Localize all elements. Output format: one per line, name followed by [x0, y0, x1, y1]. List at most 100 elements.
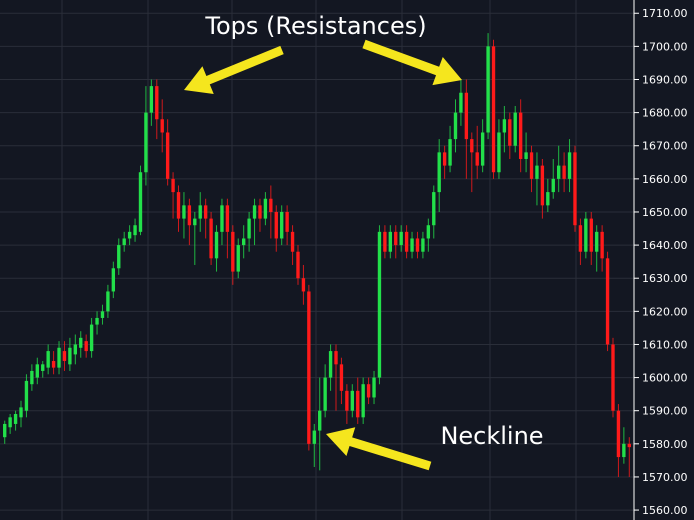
- candle-body: [394, 231, 398, 246]
- candle-body: [508, 119, 512, 146]
- candle-body: [95, 317, 99, 325]
- candle-body: [160, 119, 164, 133]
- y-tick-label: 1640.00: [642, 239, 688, 252]
- candle-body: [339, 364, 344, 391]
- arrow-left-top: [184, 45, 284, 95]
- y-tick-label: 1560.00: [642, 504, 688, 517]
- candle-body: [258, 205, 262, 219]
- candle-body: [535, 165, 539, 179]
- candle-body: [627, 443, 631, 448]
- candle-body: [171, 178, 175, 193]
- candle-body: [274, 211, 278, 239]
- candle-body: [529, 152, 534, 179]
- candle-body: [247, 218, 251, 239]
- candle-body: [502, 119, 507, 133]
- candle-body: [231, 231, 235, 272]
- candle-body: [578, 225, 583, 252]
- candle-body: [448, 139, 452, 166]
- candle-body: [491, 46, 496, 173]
- candle-body: [296, 251, 300, 279]
- candle-body: [68, 347, 72, 365]
- candle-body: [453, 112, 458, 140]
- candle-body: [605, 258, 610, 345]
- candle-body: [79, 337, 83, 348]
- candle-body: [236, 245, 240, 272]
- candle-body: [280, 211, 284, 239]
- candle-body: [209, 218, 213, 259]
- y-tick-label: 1600.00: [642, 372, 688, 385]
- arrow-right-top: [362, 39, 462, 86]
- candle-body: [214, 231, 219, 259]
- candle-body: [155, 86, 159, 120]
- candle-body: [442, 152, 447, 166]
- y-tick-label: 1650.00: [642, 206, 688, 219]
- candle-body: [263, 198, 268, 219]
- candle-body: [562, 165, 566, 179]
- candle-body: [301, 278, 306, 292]
- candle-body: [127, 231, 132, 239]
- candle-body: [470, 139, 474, 153]
- candle-body: [24, 380, 29, 411]
- grid-lines: [0, 0, 634, 520]
- candle-body: [518, 112, 523, 159]
- candle-body: [117, 245, 121, 269]
- candle-body: [133, 225, 137, 236]
- candle-body: [616, 410, 621, 458]
- candle-body: [611, 344, 615, 411]
- candle-body: [111, 268, 116, 292]
- candle-body: [269, 198, 273, 212]
- y-tick-label: 1700.00: [642, 40, 688, 53]
- candle-body: [345, 390, 349, 411]
- candle-body: [573, 152, 577, 226]
- candle-body: [595, 231, 599, 252]
- candle-body: [540, 165, 545, 206]
- y-axis: 1710.00 1700.00 1690.00 1680.00 1670.00 1660.…: [633, 0, 688, 520]
- candle-body: [73, 344, 78, 355]
- y-tick-label: 1690.00: [642, 73, 688, 86]
- candle-body: [100, 311, 105, 318]
- candle-body: [361, 384, 365, 418]
- y-tick-label: 1630.00: [642, 272, 688, 285]
- candle-body: [421, 238, 425, 252]
- candle-body: [480, 132, 485, 166]
- candle-body: [312, 430, 316, 444]
- candle-body: [241, 238, 246, 246]
- arrow-neckline: [326, 427, 432, 471]
- candle-body: [89, 324, 94, 352]
- candle-body: [383, 231, 387, 252]
- candle-body: [366, 384, 371, 398]
- candle-body: [51, 361, 56, 368]
- candle-body: [13, 414, 18, 424]
- candle-body: [41, 364, 45, 371]
- tops-annotation-label: Tops (Resistances): [204, 12, 426, 40]
- candle-body: [459, 92, 463, 113]
- candle-body: [84, 341, 88, 352]
- candle-body: [225, 205, 230, 232]
- candle-body: [600, 231, 604, 259]
- y-tick-label: 1570.00: [642, 471, 688, 484]
- candle-body: [220, 205, 224, 232]
- candle-body: [46, 351, 50, 368]
- candle-body: [388, 231, 393, 252]
- candle-body: [106, 291, 110, 312]
- candle-body: [323, 377, 327, 411]
- candle-body: [203, 205, 208, 219]
- candle-body: [285, 211, 289, 232]
- y-tick-label: 1670.00: [642, 140, 688, 153]
- candle-body: [356, 390, 360, 418]
- candle-body: [404, 231, 409, 252]
- candle-body: [589, 218, 593, 252]
- candle-body: [584, 218, 588, 252]
- candle-body: [410, 238, 414, 252]
- candle-body: [513, 112, 517, 146]
- y-tick-label: 1590.00: [642, 405, 688, 418]
- candle-body: [122, 238, 126, 246]
- candle-body: [372, 377, 376, 398]
- candle-body: [57, 347, 61, 368]
- y-tick-label: 1660.00: [642, 173, 688, 186]
- annotations: Tops (Resistances) Neckline: [184, 12, 544, 471]
- candle-body: [622, 443, 626, 458]
- candle-body: [551, 178, 555, 193]
- y-tick-label: 1710.00: [642, 7, 688, 20]
- candle-body: [546, 192, 550, 206]
